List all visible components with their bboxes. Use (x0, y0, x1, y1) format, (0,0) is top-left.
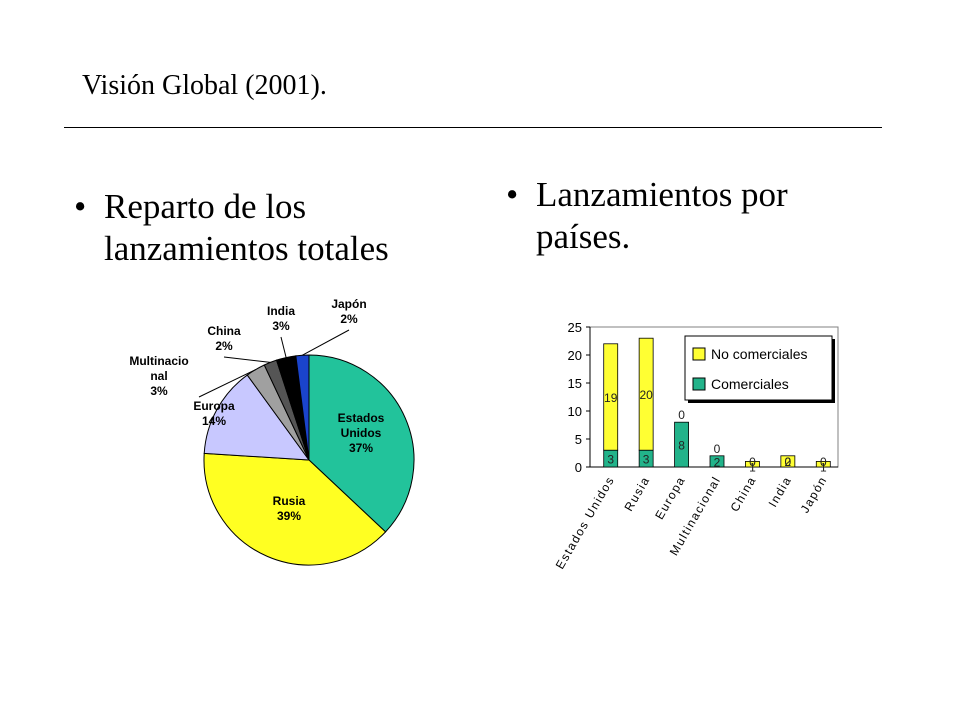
bullet-dot: • (74, 187, 87, 226)
bullet-right-text: Lanzamientos por países. (536, 175, 788, 256)
data-label-comerciales: 8 (678, 439, 685, 453)
pie-slice-rusia (203, 452, 387, 566)
pie-label: India (267, 304, 295, 318)
bar-no-comerciales-china (745, 460, 760, 468)
pie-label: 37% (349, 441, 373, 455)
data-label-no-comerciales: 19 (604, 391, 618, 405)
pie-label: 3% (272, 319, 290, 333)
data-label-comerciales: 0 (749, 455, 756, 469)
pie-leader-line (198, 369, 256, 398)
pie-leader-line (302, 329, 350, 356)
pie-label: 3% (150, 384, 168, 398)
bullet-dot: • (506, 175, 519, 214)
bar-no-comerciales-rusia (638, 337, 654, 451)
bullet-left: • Reparto de los lanzamientos totales (74, 186, 444, 270)
pie-leader-line (223, 356, 271, 363)
data-label-no-comerciales: 20 (639, 388, 653, 402)
bar-comerciales-europa (674, 421, 689, 468)
bar-no-comerciales-estados-unidos (603, 343, 619, 451)
data-label-no-comerciales: 1 (749, 460, 756, 474)
pie-label: Japón (331, 297, 366, 311)
y-tick-label: 15 (568, 376, 582, 391)
pie-label: 2% (215, 339, 233, 353)
pie-label: 2% (340, 312, 358, 326)
pie-slice-jap-n (295, 354, 310, 461)
pie-label: Rusia (273, 494, 306, 508)
pie-label: 39% (277, 509, 301, 523)
title-divider (64, 127, 882, 128)
legend-swatch (692, 347, 706, 361)
y-tick-label: 25 (568, 320, 582, 335)
legend-label: Comerciales (711, 376, 789, 392)
x-category-label: India (766, 474, 795, 510)
x-category-label: Japón (798, 474, 830, 516)
pie-slice-europa (203, 374, 311, 461)
x-category-label: Rusia (622, 474, 653, 514)
pie-label: Unidos (341, 426, 382, 440)
data-label-comerciales: 0 (785, 455, 792, 469)
pie-label: Estados (338, 411, 385, 425)
legend-box (684, 335, 833, 401)
data-label-no-comerciales: 1 (820, 460, 827, 474)
data-label-comerciales: 3 (607, 453, 614, 467)
data-label-comerciales: 2 (714, 455, 721, 469)
y-tick-label: 5 (575, 432, 582, 447)
bar-comerciales-multinacional (709, 455, 725, 468)
legend-swatch (692, 377, 706, 391)
pie-label: China (207, 324, 241, 338)
bullet-left-text: Reparto de los lanzamientos totales (104, 187, 389, 268)
data-label-comerciales: 0 (820, 455, 827, 469)
y-tick-label: 20 (568, 348, 582, 363)
x-category-label: Europa (652, 474, 688, 522)
legend-label: No comerciales (711, 346, 807, 362)
data-label-no-comerciales: 0 (678, 408, 685, 422)
data-label-no-comerciales: 0 (714, 442, 721, 456)
pie-label: 14% (202, 414, 226, 428)
pie-label: Europa (193, 399, 235, 413)
pie-leader-line (280, 336, 287, 358)
pie-label: Multinacio (129, 354, 188, 368)
bar-no-comerciales-india (780, 455, 796, 468)
y-tick-label: 10 (568, 404, 582, 419)
pie-slice-estados-unidos (308, 354, 415, 533)
data-label-no-comerciales: 2 (785, 455, 792, 469)
data-label-comerciales: 3 (643, 453, 650, 467)
pie-label: nal (150, 369, 167, 383)
bullet-right: • Lanzamientos por países. (506, 174, 836, 258)
slide-title: Visión Global (2001). (82, 70, 327, 101)
bar-no-comerciales-jap-n (815, 460, 831, 468)
y-tick-label: 0 (575, 460, 582, 475)
x-category-label: China (727, 474, 759, 515)
x-category-label: Estados Unidos (553, 474, 618, 572)
